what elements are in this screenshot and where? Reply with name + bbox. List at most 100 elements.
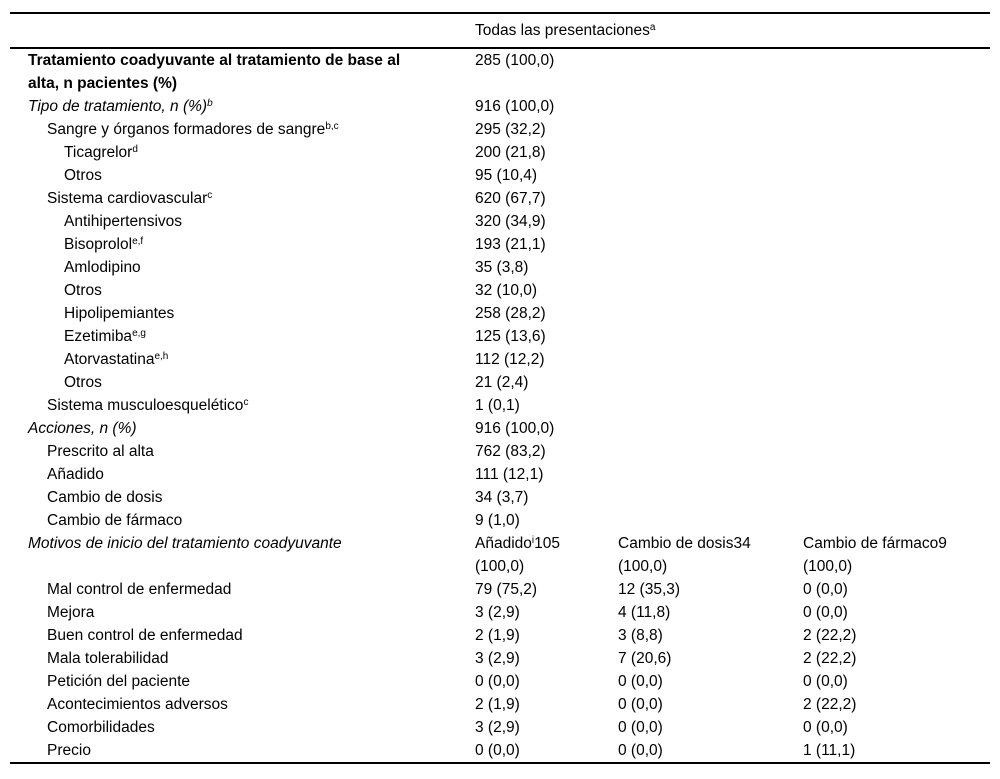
value-cell: 0 (0,0) xyxy=(803,673,848,690)
table-row: Petición del paciente 0 (0,0) 0 (0,0) 0 (0,… xyxy=(0,670,1000,693)
value-cell: 2 (1,9) xyxy=(475,696,520,713)
value-cell: 3 (8,8) xyxy=(618,627,663,644)
table-body: Tratamiento coadyuvante al tratamiento d… xyxy=(0,49,1000,762)
value-cell: 35 (3,8) xyxy=(475,259,529,276)
value-cell: 79 (75,2) xyxy=(475,581,538,598)
value-cell: 3 (2,9) xyxy=(475,719,520,736)
value-cell: 0 (0,0) xyxy=(618,696,663,713)
value-cell: 0 (0,0) xyxy=(618,719,663,736)
table-row: Prescrito al alta 762 (83,2) xyxy=(0,440,1000,463)
row-label: Cambio de fármaco xyxy=(47,512,183,529)
value-cell: 9 (1,0) xyxy=(475,512,520,529)
value-cell: 0 (0,0) xyxy=(618,673,663,690)
table-bottom-rule xyxy=(10,762,990,764)
value-cell: 111 (12,1) xyxy=(475,466,544,483)
table-row: Comorbilidades 3 (2,9) 0 (0,0) 0 (0,0) xyxy=(0,716,1000,739)
table-row: Amlodipino 35 (3,8) xyxy=(0,256,1000,279)
value-cell: 3 (2,9) xyxy=(475,650,520,667)
value-cell: 2 (1,9) xyxy=(475,627,520,644)
row-label: Otros xyxy=(64,374,102,391)
row-label: Precio xyxy=(47,742,91,759)
value-cell: 0 (0,0) xyxy=(803,581,848,598)
value-cell: 125 (13,6) xyxy=(475,328,546,345)
table-row: Mal control de enfermedad 79 (75,2) 12 (35… xyxy=(0,578,1000,601)
value-cell: Añadidoi105 (100,0) xyxy=(475,535,560,575)
row-label: Cambio de dosis xyxy=(47,489,163,506)
table-header-rule xyxy=(10,46,990,49)
value-cell: 2 (22,2) xyxy=(803,696,857,713)
table-row: Acontecimientos adversos 2 (1,9) 0 (0,0) 2 … xyxy=(0,693,1000,716)
row-label: Mejora xyxy=(47,604,95,621)
row-label: Hipolipemiantes xyxy=(64,305,175,322)
value-cell: 200 (21,8) xyxy=(475,144,546,161)
row-label: Ticagrelord xyxy=(64,144,138,161)
value-cell: 320 (34,9) xyxy=(475,213,546,230)
row-label: Otros xyxy=(64,282,102,299)
row-label: Mal control de enfermedad xyxy=(47,581,232,598)
value-cell: 193 (21,1) xyxy=(475,236,546,253)
table-row: Precio 0 (0,0) 0 (0,0) 1 (11,1) xyxy=(0,739,1000,762)
table-row: Otros 95 (10,4) xyxy=(0,164,1000,187)
value-cell: 258 (28,2) xyxy=(475,305,546,322)
table-row: Ezetimibae,g 125 (13,6) xyxy=(0,325,1000,348)
row-label: Motivos de inicio del tratamiento coadyu… xyxy=(28,535,342,552)
table-row: Tipo de tratamiento, n (%)b 916 (100,0) xyxy=(0,95,1000,118)
value-cell: 2 (22,2) xyxy=(803,650,857,667)
table-row: Sangre y órganos formadores de sangreb,c… xyxy=(0,118,1000,141)
row-label: Tipo de tratamiento, n (%)b xyxy=(28,98,213,115)
value-cell: 916 (100,0) xyxy=(475,420,555,437)
value-cell: 916 (100,0) xyxy=(475,98,555,115)
value-cell: 7 (20,6) xyxy=(618,650,672,667)
table-row: Hipolipemiantes 258 (28,2) xyxy=(0,302,1000,325)
row-label: Otros xyxy=(64,167,102,184)
value-cell: 32 (10,0) xyxy=(475,282,538,299)
row-label: Petición del paciente xyxy=(47,673,191,690)
table-row: Atorvastatinae,h 112 (12,2) xyxy=(0,348,1000,371)
value-cell: 1 (0,1) xyxy=(475,397,520,414)
value-cell: 620 (67,7) xyxy=(475,190,546,207)
row-label: Sistema cardiovascularc xyxy=(47,190,213,207)
row-label: Comorbilidades xyxy=(47,719,155,736)
row-label: Añadido xyxy=(47,466,104,483)
value-cell: 2 (22,2) xyxy=(803,627,857,644)
value-cell: 0 (0,0) xyxy=(803,604,848,621)
table-top-rule xyxy=(10,12,990,14)
table-row: Buen control de enfermedad 2 (1,9) 3 (8,8)… xyxy=(0,624,1000,647)
table-row: Acciones, n (%) 916 (100,0) xyxy=(0,417,1000,440)
value-cell: 0 (0,0) xyxy=(618,742,663,759)
row-label: Prescrito al alta xyxy=(47,443,154,460)
row-label: Acontecimientos adversos xyxy=(47,696,228,713)
value-cell: Cambio de fármaco9 (100,0) xyxy=(803,535,947,575)
value-cell: 0 (0,0) xyxy=(475,742,520,759)
value-cell: 4 (11,8) xyxy=(618,604,671,621)
row-label: Acciones, n (%) xyxy=(28,420,137,437)
row-label: Tratamiento coadyuvante al tratamiento d… xyxy=(28,52,401,92)
row-label: Antihipertensivos xyxy=(64,213,183,230)
table-row: Otros 21 (2,4) xyxy=(0,371,1000,394)
table-row: Cambio de dosis 34 (3,7) xyxy=(0,486,1000,509)
value-cell: 95 (10,4) xyxy=(475,167,538,184)
value-cell: 0 (0,0) xyxy=(475,673,520,690)
table-header-row: Todas las presentacionesa xyxy=(0,14,1000,47)
row-label: Amlodipino xyxy=(64,259,141,276)
table-row: Bisoprolole,f 193 (21,1) xyxy=(0,233,1000,256)
row-label: Mala tolerabilidad xyxy=(47,650,169,667)
row-label: Bisoprolole,f xyxy=(64,236,144,253)
table-row: Motivos de inicio del tratamiento coadyu… xyxy=(0,532,1000,578)
table-row: Sistema musculoesqueléticoc 1 (0,1) xyxy=(0,394,1000,417)
value-cell: 0 (0,0) xyxy=(803,719,848,736)
table-row: Antihipertensivos 320 (34,9) xyxy=(0,210,1000,233)
value-cell: 3 (2,9) xyxy=(475,604,520,621)
table-row: Sistema cardiovascularc 620 (67,7) xyxy=(0,187,1000,210)
table-row: Tratamiento coadyuvante al tratamiento d… xyxy=(0,49,1000,95)
value-cell: 285 (100,0) xyxy=(475,52,555,69)
value-cell: 762 (83,2) xyxy=(475,443,546,460)
value-cell: Cambio de dosis34 (100,0) xyxy=(618,535,751,575)
table-row: Ticagrelord 200 (21,8) xyxy=(0,141,1000,164)
value-cell: 1 (11,1) xyxy=(803,742,856,759)
row-label: Atorvastatinae,h xyxy=(64,351,169,368)
table-row: Otros 32 (10,0) xyxy=(0,279,1000,302)
column-header-todas-las-presentaciones: Todas las presentacionesa xyxy=(475,21,656,39)
row-label: Sangre y órganos formadores de sangreb,c xyxy=(47,121,339,138)
